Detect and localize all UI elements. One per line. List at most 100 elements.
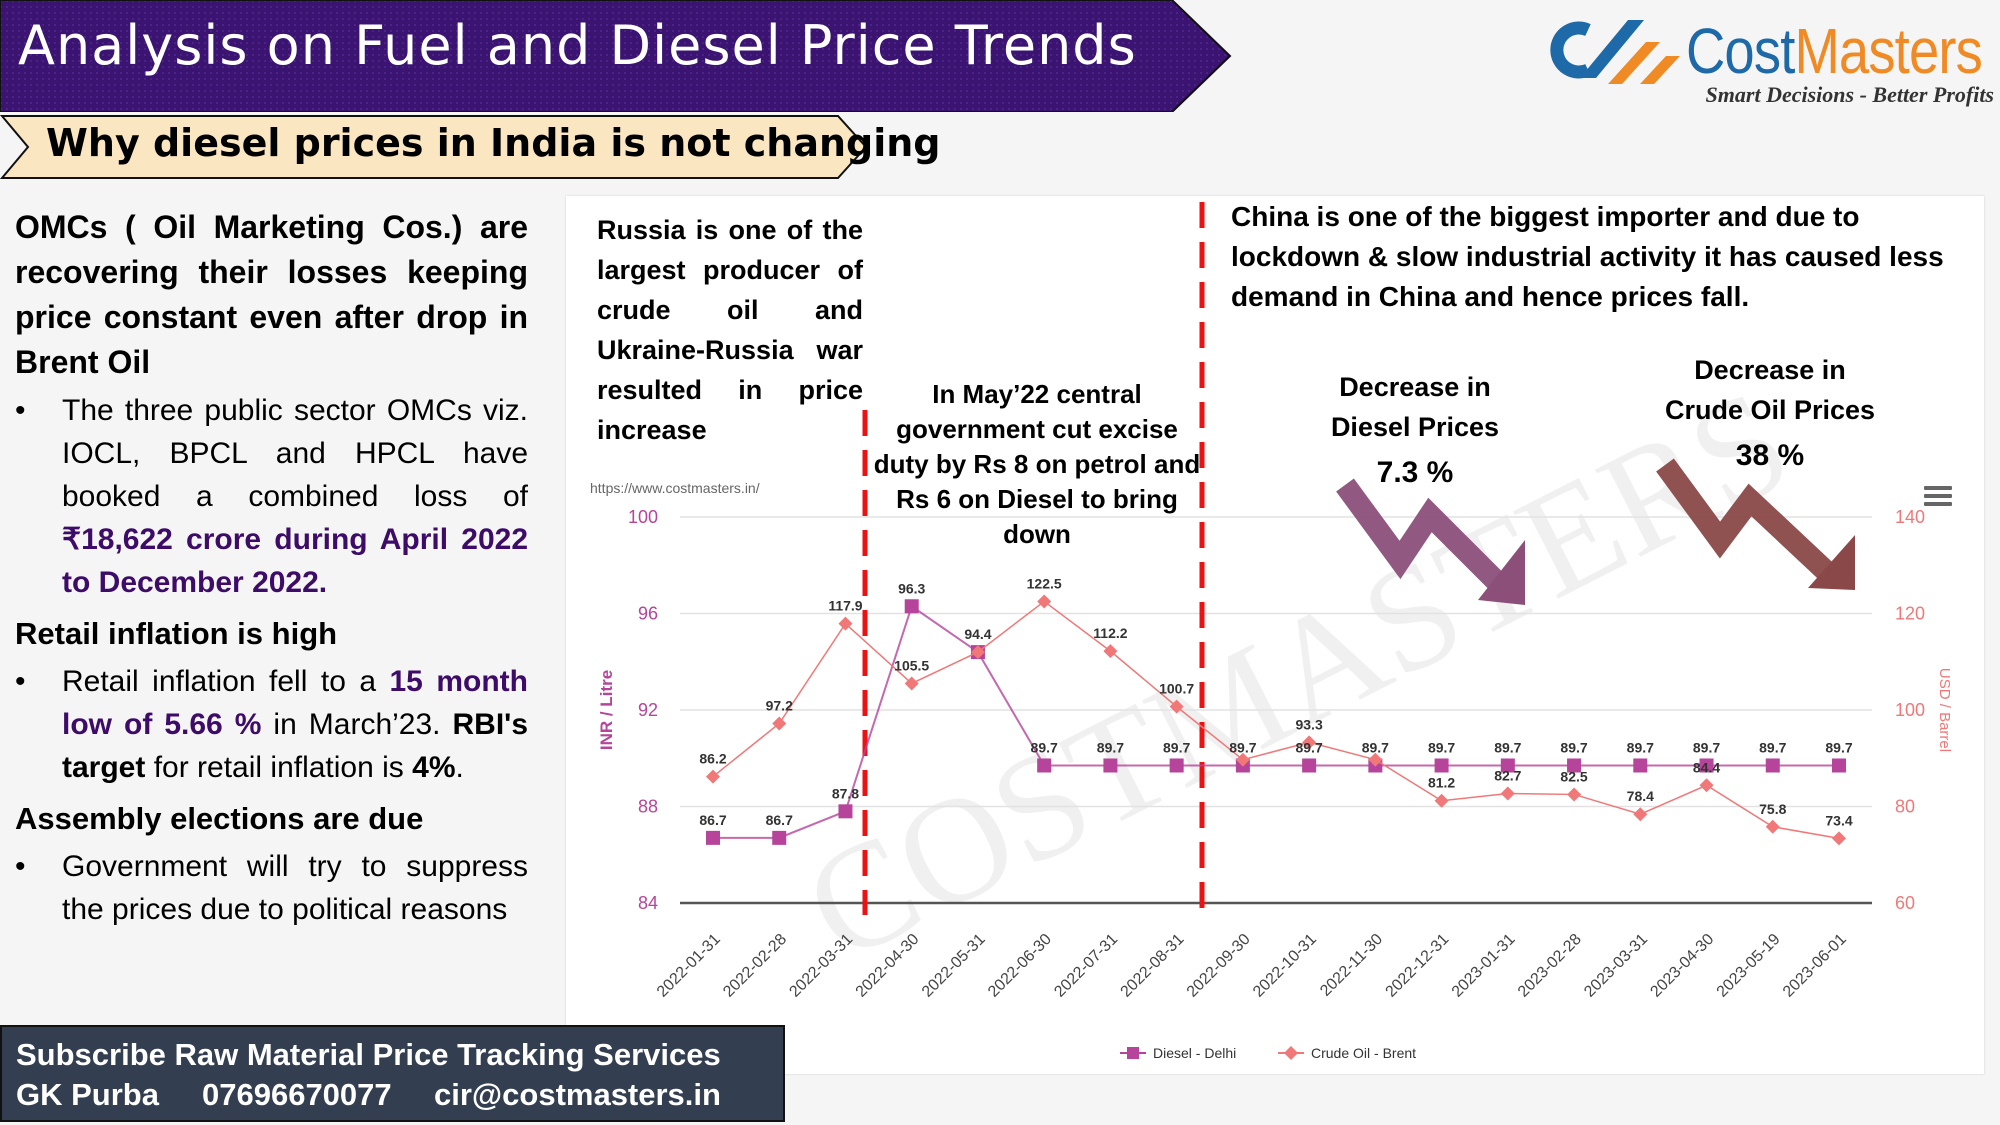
crude-point xyxy=(904,676,919,691)
diesel-point xyxy=(1434,758,1449,773)
legend-label-crude[interactable]: Crude Oil - Brent xyxy=(1311,1045,1416,1061)
data-label-diesel: 89.7 xyxy=(1759,739,1786,755)
data-label-crude: 81.2 xyxy=(1428,775,1455,791)
data-label-crude: 122.5 xyxy=(1027,575,1062,591)
diesel-point xyxy=(1633,758,1648,773)
series-line-crude xyxy=(712,600,1840,840)
bullet-omc-loss: • The three public sector OMCs viz. IOCL… xyxy=(15,389,528,604)
crude-point xyxy=(1368,752,1383,767)
subscribe-footer: Subscribe Raw Material Price Tracking Se… xyxy=(0,1025,785,1122)
data-label-diesel: 86.7 xyxy=(766,812,793,828)
chart-source-url[interactable]: https://www.costmasters.in/ xyxy=(590,480,760,496)
bullet-text: The three public sector OMCs viz. IOCL, … xyxy=(62,394,528,513)
data-label-diesel: 89.7 xyxy=(1560,739,1587,755)
crude-point xyxy=(1633,807,1648,822)
bullet-elections: • Government will try to suppress the pr… xyxy=(15,845,528,931)
y-tick-label-left: 84 xyxy=(638,893,658,913)
y-tick-label-right: 120 xyxy=(1895,604,1925,624)
data-label-crude: 75.8 xyxy=(1759,801,1786,817)
data-label-crude: 84.4 xyxy=(1693,759,1720,775)
y-tick-label-left: 100 xyxy=(628,507,658,527)
diesel-point xyxy=(1302,758,1317,773)
data-label-diesel: 89.7 xyxy=(1825,739,1852,755)
diesel-point xyxy=(904,599,919,614)
y-tick-label-right: 140 xyxy=(1895,507,1925,527)
y-tick-label-left: 96 xyxy=(638,604,658,624)
rbi-target: RBI's target xyxy=(62,708,528,784)
legend: Diesel - Delhi Crude Oil - Brent xyxy=(1120,1045,1416,1061)
costmasters-logo: CostMasters Smart Decisions - Better Pro… xyxy=(1540,8,2000,113)
crude-point xyxy=(1103,644,1118,659)
x-tick-label: 2023-05-19 xyxy=(1714,931,1784,1001)
bullet-text: . xyxy=(455,751,464,784)
footer-phone[interactable]: 07696670077 xyxy=(202,1077,392,1112)
x-tick-label: 2022-08-31 xyxy=(1118,931,1188,1001)
diesel-point xyxy=(706,830,720,845)
crude-decrease-pct: 38 % xyxy=(1735,439,1805,472)
data-label-crude: 82.7 xyxy=(1494,767,1521,783)
logo-mark-icon xyxy=(1550,20,1680,84)
annotation-excise-cut: In May’22 central government cut excise … xyxy=(873,379,1201,549)
x-tick-label: 2022-11-30 xyxy=(1317,931,1386,1000)
crude-point xyxy=(1832,831,1846,846)
target-value: 4% xyxy=(412,751,456,784)
crude-point xyxy=(970,645,985,660)
x-tick-label: 2022-06-30 xyxy=(985,931,1055,1001)
crude-point xyxy=(1567,787,1582,802)
y-axis-title-right: USD / Barrel xyxy=(1936,668,1953,752)
bullet-inflation: • Retail inflation fell to a 15 month lo… xyxy=(15,660,528,789)
annotation-crude-decrease: Decrease in Crude Oil Prices 38 % xyxy=(1640,350,1900,476)
diesel-decrease-arrow-icon xyxy=(1336,478,1508,593)
data-label-crude: 117.9 xyxy=(828,598,862,614)
diesel-decrease-pct: 7.3 % xyxy=(1376,456,1454,489)
data-label-crude: 86.2 xyxy=(699,751,726,767)
crude-point xyxy=(706,769,720,784)
chart-menu-icon[interactable] xyxy=(1924,486,1952,508)
data-label-crude: 73.4 xyxy=(1825,812,1852,828)
data-label-diesel: 89.7 xyxy=(1097,739,1124,755)
logo-tagline: Smart Decisions - Better Profits xyxy=(1705,82,1994,107)
chart-panel xyxy=(566,196,1984,1074)
left-text-panel: OMCs ( Oil Marketing Cos.) are recoverin… xyxy=(15,205,528,931)
y-tick-label-left: 92 xyxy=(638,700,658,720)
data-label-diesel: 89.7 xyxy=(1693,739,1720,755)
data-label-diesel: 89.7 xyxy=(1494,739,1521,755)
diesel-point xyxy=(1169,758,1184,773)
footer-email[interactable]: cir@costmasters.in xyxy=(434,1077,721,1112)
annotation-russia: Russia is one of the largest producer of… xyxy=(597,215,863,445)
diesel-point xyxy=(1567,758,1582,773)
crude-point xyxy=(1500,786,1515,801)
y-tick-label-right: 100 xyxy=(1895,700,1925,720)
x-tick-label: 2023-06-01 xyxy=(1780,931,1850,1001)
y-tick-label-right: 80 xyxy=(1895,797,1915,817)
logo-text-masters: Masters xyxy=(1794,15,1982,87)
crude-decrease-line1: Decrease in xyxy=(1694,355,1846,385)
legend-label-diesel[interactable]: Diesel - Delhi xyxy=(1153,1045,1236,1061)
data-label-diesel: 89.7 xyxy=(1627,739,1654,755)
data-label-diesel: 96.3 xyxy=(898,580,925,596)
data-label-diesel: 89.7 xyxy=(1031,739,1058,755)
diesel-point xyxy=(1500,758,1515,773)
data-label-diesel: 89.7 xyxy=(1229,739,1256,755)
crude-point xyxy=(1302,735,1317,750)
loss-highlight: ₹18,622 crore during April 2022 to Decem… xyxy=(62,523,528,599)
footer-name: GK Purba xyxy=(16,1077,159,1112)
data-label-crude: 112.2 xyxy=(1093,625,1127,641)
bullet-dot: • xyxy=(15,665,26,698)
y-tick-label-left: 88 xyxy=(638,797,658,817)
data-label-crude: 105.5 xyxy=(894,657,929,673)
data-label-diesel: 89.7 xyxy=(1428,739,1455,755)
logo-text-cost: Cost xyxy=(1686,15,1795,87)
x-tick-label: 2022-01-31 xyxy=(654,931,724,1001)
inflation-highlight: 15 month low of 5.66 % xyxy=(62,665,528,741)
footer-subscribe: Subscribe Raw Material Price Tracking Se… xyxy=(16,1037,721,1072)
heading-inflation: Retail inflation is high xyxy=(15,616,338,651)
diesel-decrease-line1: Decrease in xyxy=(1339,372,1491,402)
crude-point xyxy=(1037,594,1052,609)
crude-point xyxy=(838,616,853,631)
title-banner xyxy=(0,0,1232,112)
x-tick-label: 2022-10-31 xyxy=(1250,931,1320,1001)
data-label-diesel: 89.7 xyxy=(1362,739,1389,755)
crude-point xyxy=(1699,778,1714,793)
